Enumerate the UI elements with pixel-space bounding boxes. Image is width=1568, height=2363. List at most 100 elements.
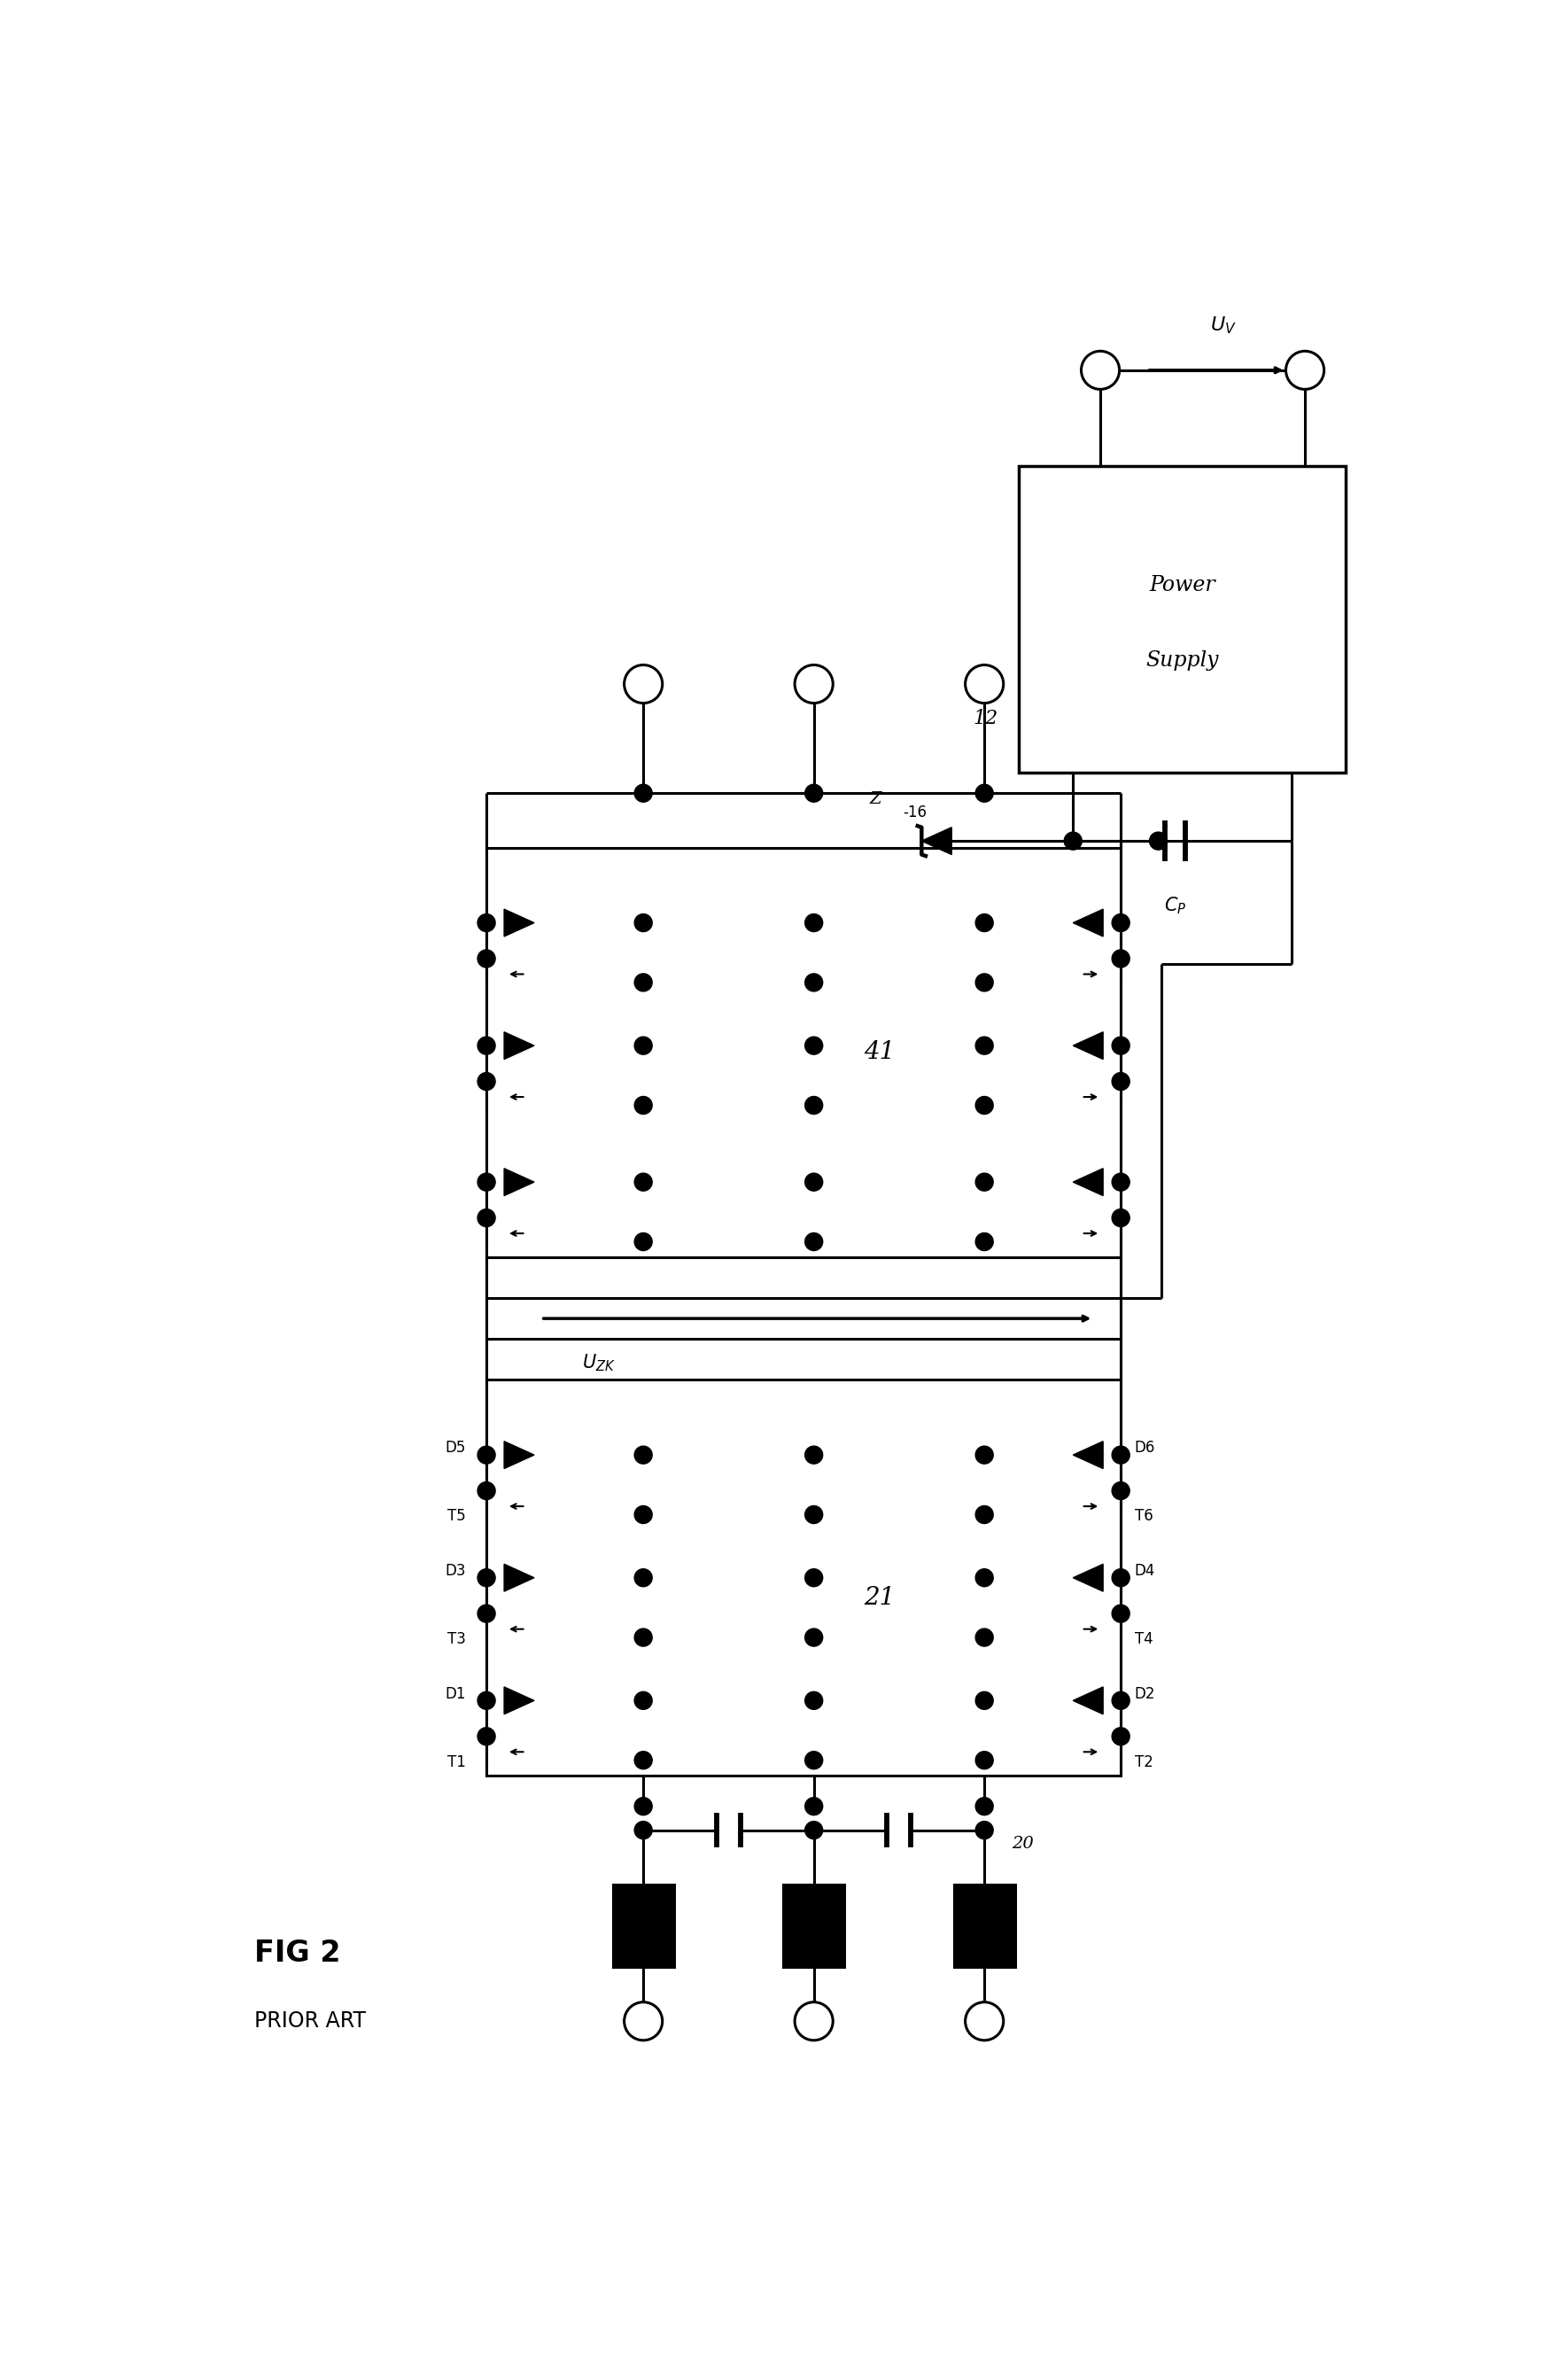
Circle shape [804,1692,823,1708]
Text: -16: -16 [903,803,927,820]
Circle shape [635,1822,652,1838]
Polygon shape [1073,910,1102,936]
Text: D4: D4 [1134,1562,1156,1578]
Circle shape [804,1798,823,1815]
Circle shape [478,1037,495,1054]
Circle shape [1112,1210,1129,1226]
Circle shape [1286,352,1323,390]
Circle shape [635,974,652,992]
Text: $U_V$: $U_V$ [1210,314,1236,336]
Circle shape [1112,1446,1129,1463]
Circle shape [804,785,823,801]
Text: D2: D2 [1134,1685,1156,1701]
Text: 41: 41 [864,1040,895,1063]
Text: T4: T4 [1134,1630,1152,1647]
Circle shape [975,1233,993,1250]
Circle shape [635,914,652,931]
Circle shape [478,1210,495,1226]
Circle shape [1149,832,1167,851]
Circle shape [1112,950,1129,966]
Circle shape [975,1096,993,1115]
Bar [613,1886,674,1966]
Text: Power: Power [1149,574,1215,595]
Circle shape [478,1604,495,1623]
Circle shape [975,974,993,992]
Text: Z: Z [869,792,881,806]
Circle shape [1112,1692,1129,1708]
Circle shape [1112,1482,1129,1501]
Circle shape [624,664,662,704]
Circle shape [478,1446,495,1463]
Text: Supply: Supply [1146,650,1218,671]
Circle shape [975,1822,993,1838]
Text: D5: D5 [445,1439,466,1456]
Polygon shape [1073,1564,1102,1590]
Bar [1019,466,1345,773]
Circle shape [804,1822,823,1838]
Text: T1: T1 [447,1753,466,1770]
Polygon shape [1073,1441,1102,1467]
Circle shape [635,1233,652,1250]
Bar [486,1380,1121,1775]
Polygon shape [505,1441,535,1467]
Text: T5: T5 [447,1508,466,1524]
Circle shape [804,1569,823,1586]
Bar [782,1886,845,1966]
Polygon shape [922,827,952,855]
Circle shape [635,1096,652,1115]
Circle shape [975,1798,993,1815]
Circle shape [966,664,1004,704]
Polygon shape [505,1564,535,1590]
Circle shape [975,1172,993,1191]
Circle shape [975,1505,993,1524]
Circle shape [478,1727,495,1746]
Text: T3: T3 [447,1630,466,1647]
Circle shape [975,1751,993,1770]
Circle shape [635,1628,652,1647]
Circle shape [478,1692,495,1708]
Polygon shape [505,910,535,936]
Text: 20: 20 [1011,1836,1033,1853]
Circle shape [975,1037,993,1054]
Circle shape [635,1172,652,1191]
Text: D1: D1 [445,1685,466,1701]
Text: T6: T6 [1134,1508,1152,1524]
Circle shape [795,664,833,704]
Circle shape [1112,914,1129,931]
Polygon shape [505,1687,535,1713]
Circle shape [624,2001,662,2039]
Text: T2: T2 [1134,1753,1152,1770]
Circle shape [635,1692,652,1708]
Circle shape [804,1037,823,1054]
Circle shape [478,1172,495,1191]
Circle shape [804,1628,823,1647]
Circle shape [635,1569,652,1586]
Circle shape [635,1505,652,1524]
Polygon shape [1073,1033,1102,1059]
Circle shape [478,1569,495,1586]
Text: 21: 21 [864,1586,895,1609]
Circle shape [975,1628,993,1647]
Text: FIG 2: FIG 2 [254,1938,340,1968]
Circle shape [635,785,652,801]
Circle shape [975,1446,993,1463]
Text: PRIOR ART: PRIOR ART [254,2011,367,2032]
Text: D6: D6 [1134,1439,1156,1456]
Circle shape [804,1096,823,1115]
Circle shape [1112,1727,1129,1746]
Circle shape [804,914,823,931]
Polygon shape [1073,1167,1102,1196]
Polygon shape [1073,1687,1102,1713]
Circle shape [1112,1037,1129,1054]
Bar [953,1886,1014,1966]
Circle shape [635,1798,652,1815]
Circle shape [804,1172,823,1191]
Circle shape [975,914,993,931]
Polygon shape [505,1167,535,1196]
Circle shape [1112,1604,1129,1623]
Circle shape [1082,352,1120,390]
Circle shape [635,1751,652,1770]
Circle shape [795,2001,833,2039]
Circle shape [804,1505,823,1524]
Circle shape [635,1446,652,1463]
